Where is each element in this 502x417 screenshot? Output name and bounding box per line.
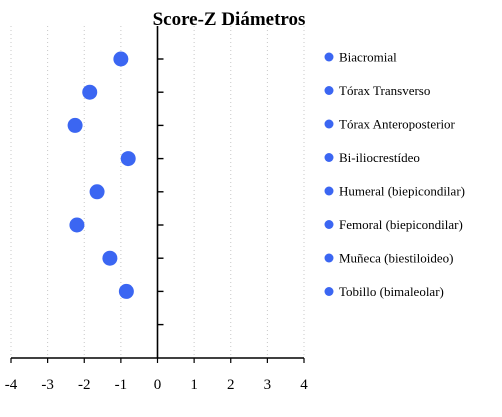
legend-label-4: Humeral (biepicondilar) xyxy=(339,184,465,199)
data-point-2 xyxy=(67,117,83,133)
data-point-7 xyxy=(118,283,134,299)
x-tick-label-0: -4 xyxy=(5,377,18,393)
data-point-3 xyxy=(120,151,136,167)
chart-title: Score-Z Diámetros xyxy=(153,9,306,30)
data-point-4 xyxy=(89,184,105,200)
legend-marker-4 xyxy=(324,186,334,196)
legend-marker-2 xyxy=(324,119,334,129)
legend-label-5: Femoral (biepicondilar) xyxy=(339,217,463,232)
legend-marker-0 xyxy=(324,52,334,62)
legend: Biacromial Tórax Transverso Tórax Anteropo… xyxy=(324,50,465,299)
data-point-1 xyxy=(82,84,98,100)
legend-marker-6 xyxy=(324,253,334,263)
x-tick-label-4: 0 xyxy=(154,377,162,393)
x-tick-label-5: 1 xyxy=(190,377,198,393)
x-tick-label-6: 2 xyxy=(227,377,235,393)
axes: -4 -3 -2 -1 0 1 2 3 4 xyxy=(5,26,308,393)
x-tick-label-1: -3 xyxy=(41,377,54,393)
legend-label-3: Bi-iliocrestídeo xyxy=(339,150,420,165)
legend-marker-3 xyxy=(324,153,334,162)
legend-label-2: Tórax Anteroposterior xyxy=(339,117,456,132)
grid xyxy=(10,26,305,358)
x-tick-label-8: 4 xyxy=(300,377,308,393)
legend-marker-5 xyxy=(324,220,334,229)
legend-marker-1 xyxy=(324,86,334,95)
data-point-0 xyxy=(113,51,129,67)
data-point-5 xyxy=(69,217,85,233)
x-tick-label-7: 3 xyxy=(264,377,272,393)
legend-label-0: Biacromial xyxy=(339,50,397,65)
legend-label-7: Tobillo (bimaleolar) xyxy=(339,284,444,299)
data-point-6 xyxy=(102,250,118,266)
data-points xyxy=(67,51,136,299)
legend-label-6: Muñeca (biestiloideo) xyxy=(339,251,453,266)
x-tick-label-2: -2 xyxy=(78,377,91,393)
x-tick-label-3: -1 xyxy=(115,377,128,393)
legend-marker-7 xyxy=(324,287,334,296)
legend-label-1: Tórax Transverso xyxy=(339,83,430,98)
